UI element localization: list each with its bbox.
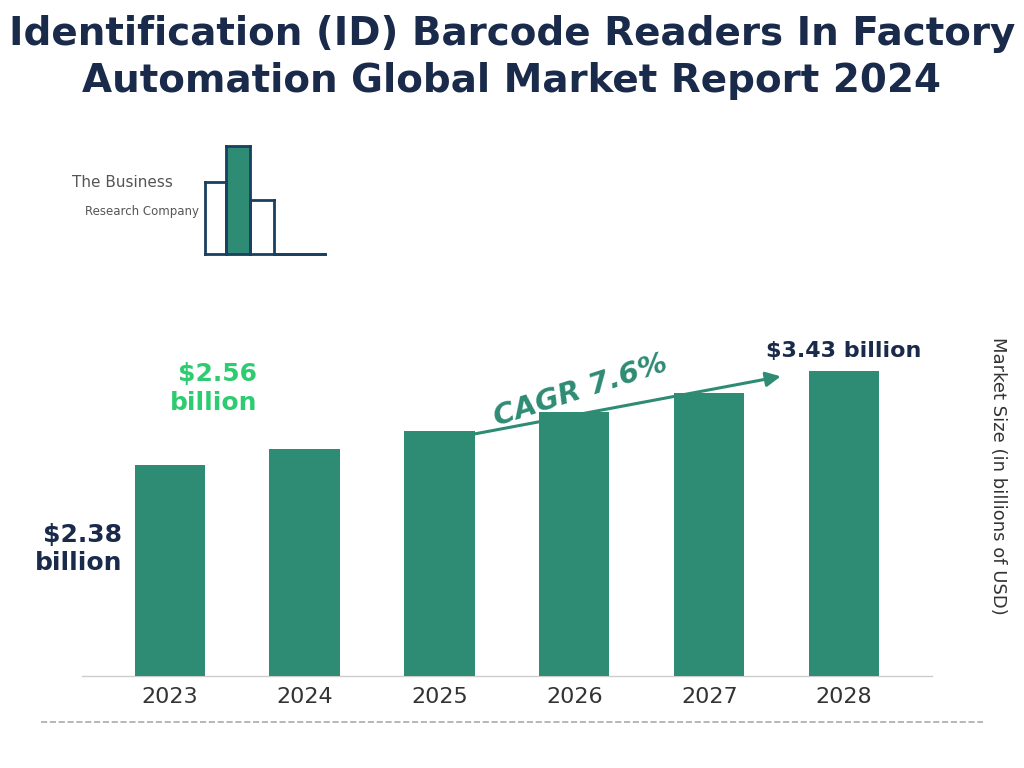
Bar (269, 449, 340, 676)
Bar (404, 431, 474, 676)
Text: The Business: The Business (72, 175, 173, 190)
Bar (226, 146, 250, 253)
Text: $3.43 billion: $3.43 billion (766, 341, 922, 361)
Bar (674, 392, 744, 676)
Bar (540, 412, 609, 676)
Text: Market Size (in billions of USD): Market Size (in billions of USD) (989, 337, 1008, 615)
Text: Identification (ID) Barcode Readers In Factory
Automation Global Market Report 2: Identification (ID) Barcode Readers In F… (9, 15, 1015, 101)
Bar (134, 465, 205, 676)
Bar (809, 372, 880, 676)
Text: $2.38
billion: $2.38 billion (35, 523, 123, 575)
Text: $2.56
billion: $2.56 billion (170, 362, 257, 415)
Text: CAGR 7.6%: CAGR 7.6% (490, 349, 672, 432)
Text: Research Company: Research Company (85, 206, 199, 218)
